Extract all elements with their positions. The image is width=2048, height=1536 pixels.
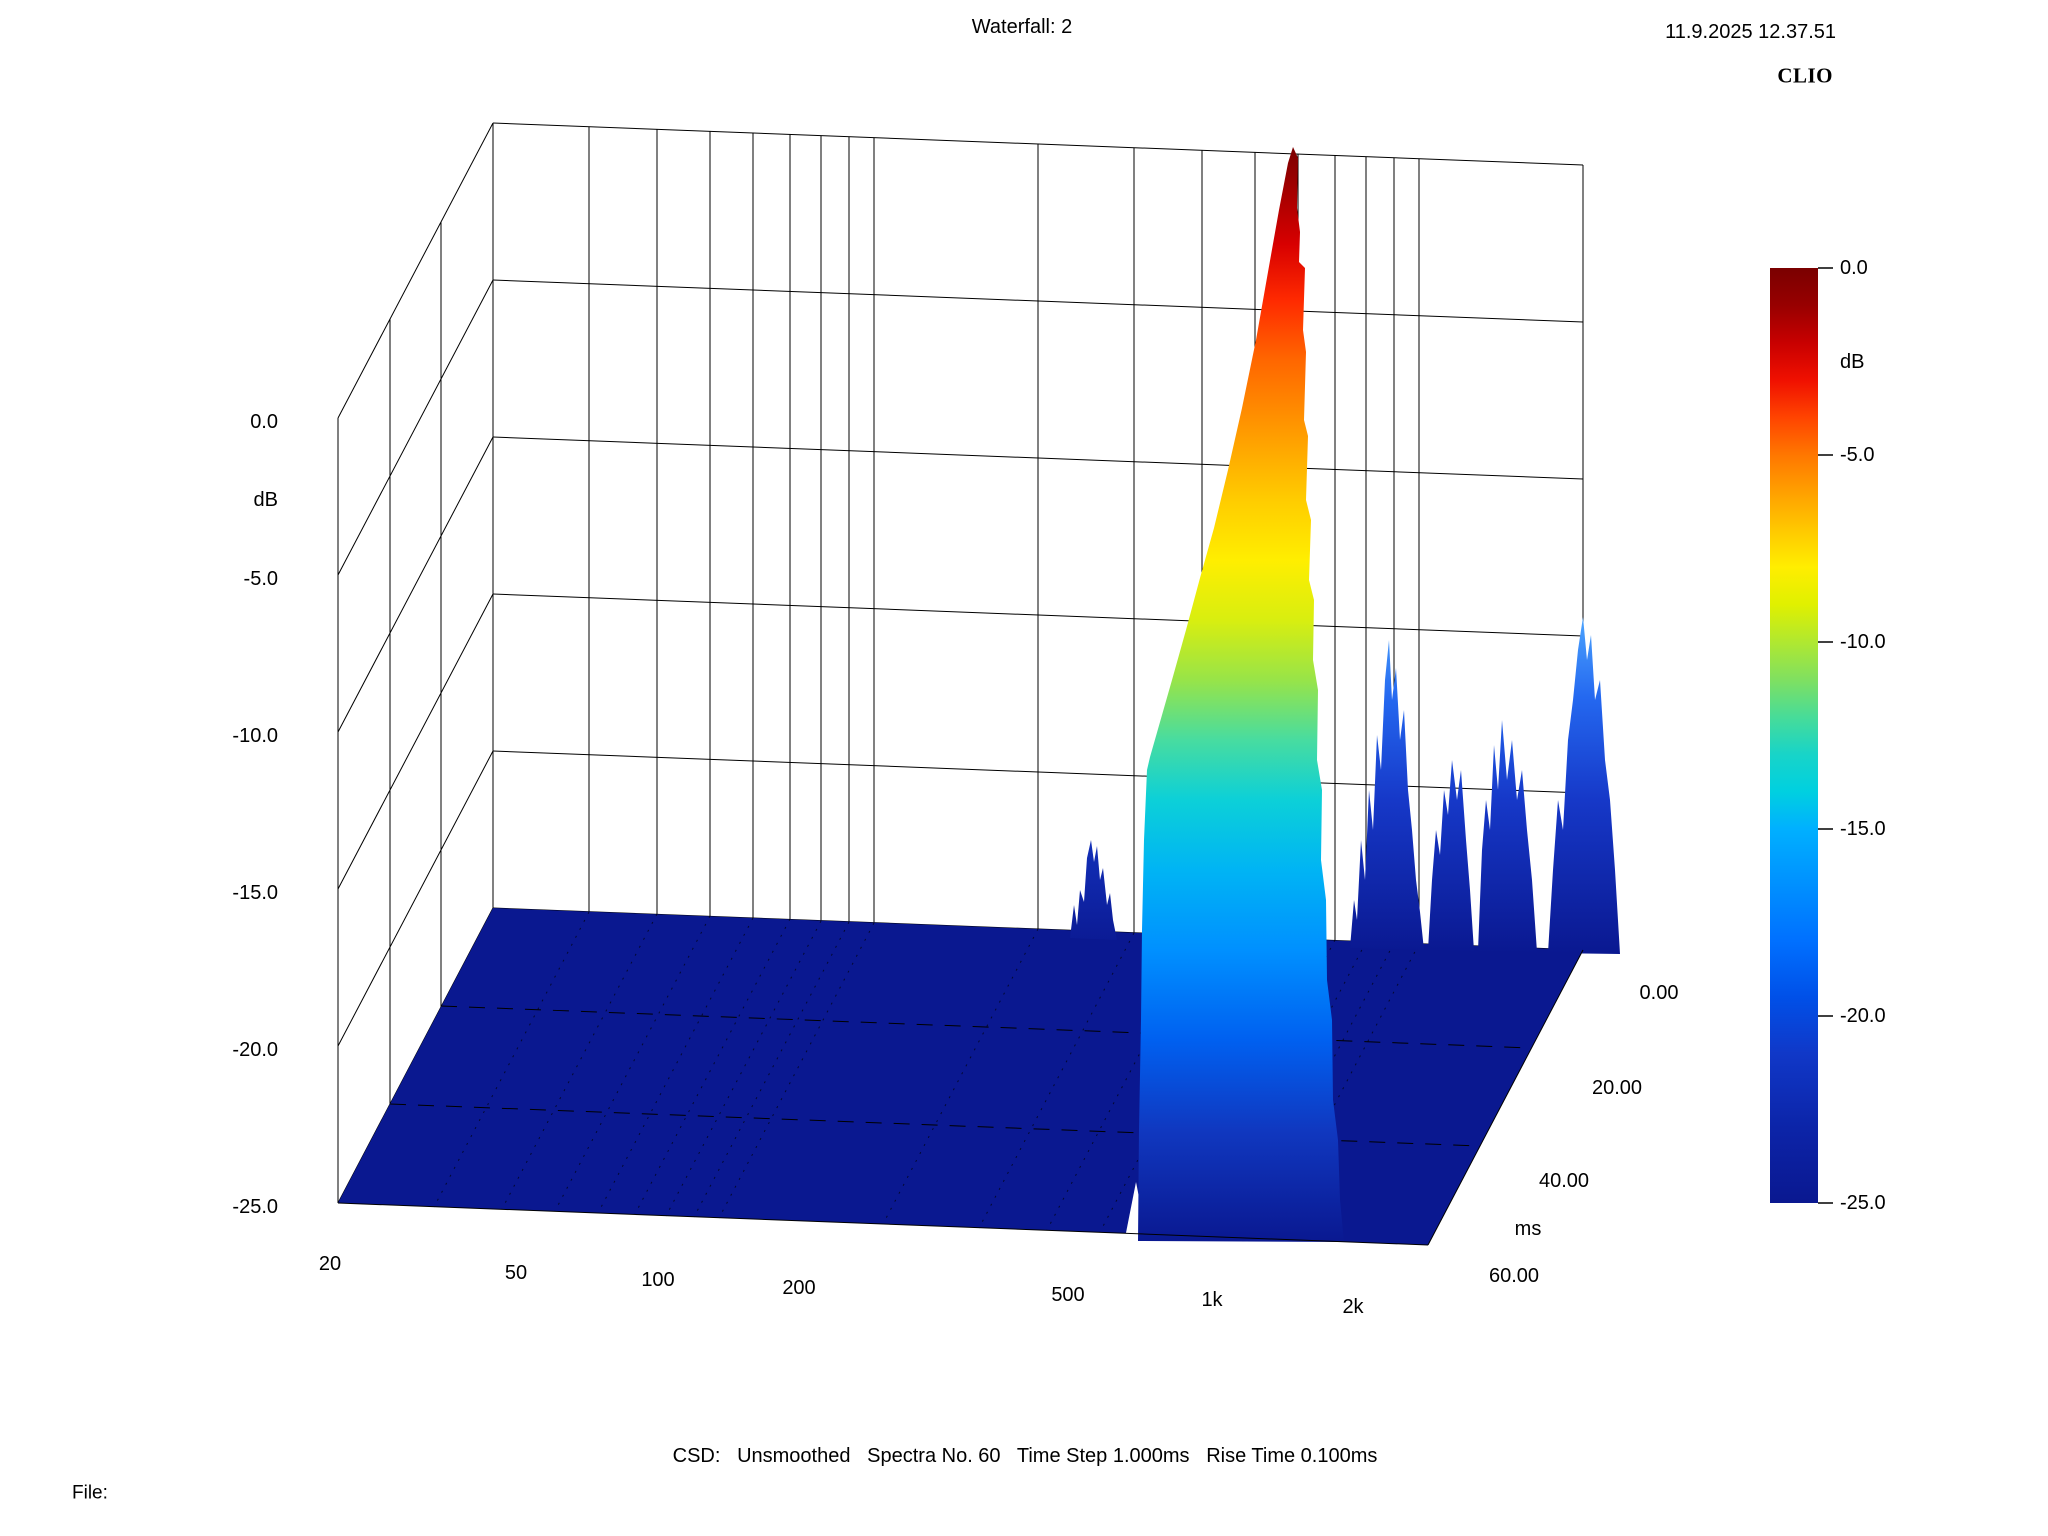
db-axis-tick-10: -10.0 (232, 725, 278, 747)
colorbar-tick-15: -15.0 (1840, 818, 1886, 840)
box-outer-edges (337, 949, 1584, 1246)
colorbar-tick-20: -20.0 (1840, 1005, 1886, 1027)
freq-axis-tick-200: 200 (782, 1277, 816, 1299)
file-label: File: (72, 1482, 108, 1504)
main-resonance-ridge (1138, 147, 1344, 1242)
time-axis-tick-20: 20.00 (1591, 1077, 1643, 1099)
time-axis-unit: ms (1514, 1218, 1542, 1240)
db-axis-tick-0: 0.0 (250, 411, 278, 433)
colorbar-tick-5: -5.0 (1840, 444, 1875, 466)
clio-logo: CLIO (1777, 63, 1833, 88)
freq-axis-tick-2k: 2k (1342, 1296, 1364, 1318)
time-axis-tick-0: 0.00 (1639, 982, 1679, 1004)
time-axis-tick-40: 40.00 (1538, 1170, 1590, 1192)
colorbar-unit: dB (1840, 351, 1865, 373)
db-axis-unit: dB (253, 489, 278, 511)
colorbar-tick-10: -10.0 (1840, 631, 1886, 653)
colorbar-ticks (1818, 267, 1833, 1204)
colorbar-tick-0: 0.0 (1840, 257, 1868, 279)
minor-ridge-spike (1070, 840, 1117, 940)
timestamp: 11.9.2025 12.37.51 (1665, 21, 1836, 43)
freq-axis-tick-1k: 1k (1201, 1289, 1223, 1311)
back-wall-grid (492, 122, 1584, 951)
colorbar (1770, 267, 1833, 1204)
db-axis-tick-15: -15.0 (232, 882, 278, 904)
db-axis-tick-20: -20.0 (232, 1039, 278, 1061)
high-frequency-ridge-clusters (1350, 617, 1620, 954)
chart-title: Waterfall: 2 (971, 16, 1073, 38)
measurement-settings-caption: CSD: Unsmoothed Spectra No. 60 Time Step… (672, 1445, 1378, 1467)
db-axis-tick-5: -5.0 (243, 568, 278, 590)
freq-axis-tick-500: 500 (1051, 1284, 1085, 1306)
freq-axis-tick-20: 20 (318, 1253, 342, 1275)
db-axis-tick-25: -25.0 (232, 1196, 278, 1218)
freq-axis-tick-100: 100 (641, 1269, 675, 1291)
freq-axis-tick-50: 50 (504, 1262, 528, 1284)
colorbar-tick-25: -25.0 (1840, 1192, 1886, 1214)
time-axis-tick-60: 60.00 (1488, 1265, 1540, 1287)
surface-floor (338, 908, 1583, 1245)
